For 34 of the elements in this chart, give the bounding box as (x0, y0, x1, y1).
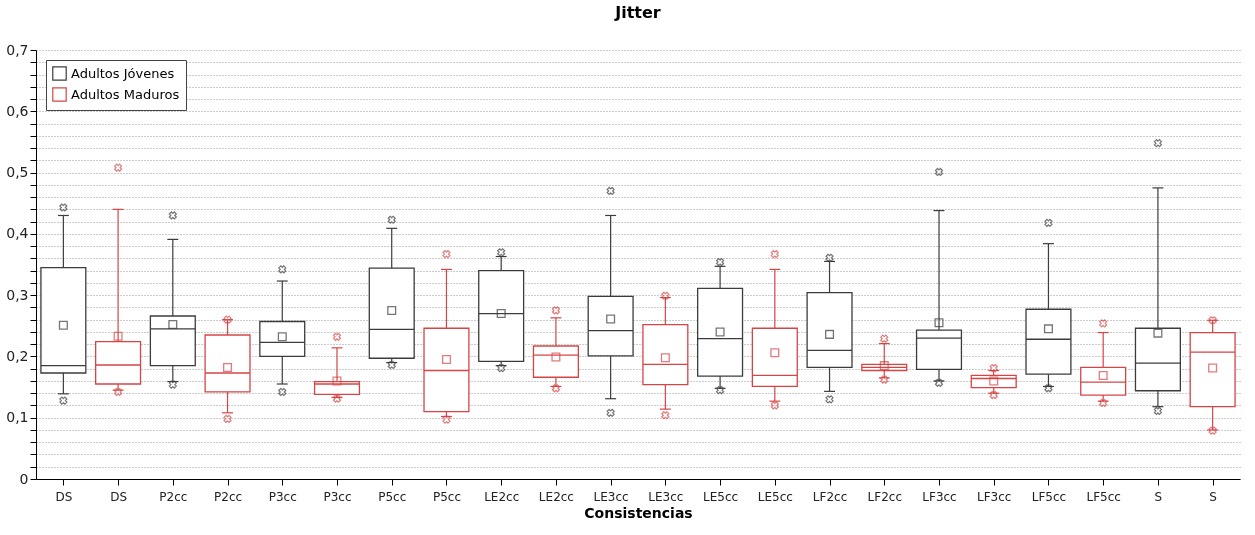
x-tick-label: LF5cc (1086, 489, 1121, 504)
x-tick-label: P5cc (378, 489, 407, 504)
x-tick-label: LE3cc (593, 489, 629, 504)
x-tick-label: P2cc (214, 489, 243, 504)
x-tick-label: LF2cc (867, 489, 902, 504)
y-tick-label: 0 (19, 470, 29, 487)
x-tick-label: LE3cc (648, 489, 684, 504)
x-tick-label: LF3cc (977, 489, 1012, 504)
x-tick-label: S (1154, 489, 1163, 504)
y-tick-label: 0,2 (6, 347, 29, 364)
y-tick-label: 0,3 (6, 286, 29, 303)
y-tick-label: 0,4 (6, 225, 29, 242)
x-tick-label: LE2cc (484, 489, 520, 504)
legend-label: Adultos Jóvenes (71, 65, 175, 81)
x-tick-label: LF3cc (922, 489, 957, 504)
legend-label: Adultos Maduros (71, 86, 180, 102)
x-tick-label: P2cc (159, 489, 188, 504)
x-tick-label: LF5cc (1031, 489, 1067, 504)
x-axis-title: Consistencias (584, 504, 693, 521)
x-tick-label: DS (55, 489, 73, 504)
y-tick-label: 0,6 (6, 102, 29, 119)
y-tick-label: 0,1 (6, 409, 29, 426)
x-tick-label: P5cc (432, 489, 461, 504)
x-tick-label: LE2cc (538, 489, 574, 504)
chart-title: Jitter (614, 3, 661, 22)
x-tick-label: DS (110, 489, 128, 504)
y-tick-label: 0,5 (6, 164, 29, 181)
x-tick-label: P3cc (268, 489, 297, 504)
x-tick-label: LE5cc (703, 489, 739, 504)
x-tick-label: LE5cc (757, 489, 793, 504)
x-tick-label: S (1209, 489, 1217, 504)
x-tick-label: P3cc (323, 489, 352, 504)
y-tick-label: 0,7 (6, 41, 29, 58)
x-tick-label: LF2cc (812, 489, 848, 504)
